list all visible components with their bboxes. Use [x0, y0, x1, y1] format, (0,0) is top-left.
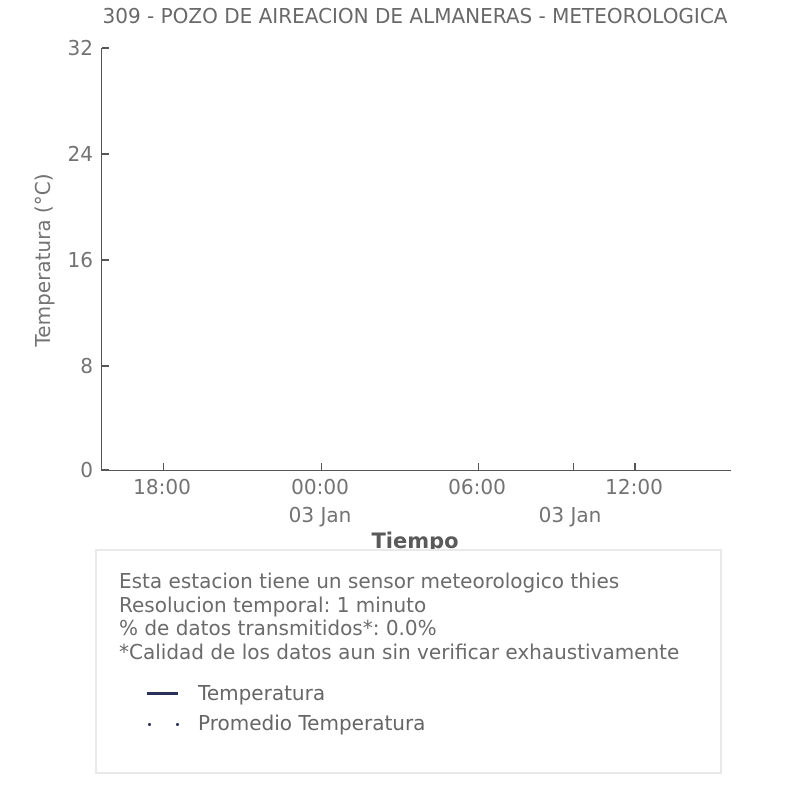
- x-tick-label-1800: 18:00: [133, 475, 191, 499]
- x-tick-label-1200: 12:00: [605, 475, 663, 499]
- x-date-label-1: 03 Jan: [288, 503, 352, 527]
- y-axis-title: Temperatura (°C): [31, 173, 55, 347]
- legend-sample-dotted-line: [148, 723, 151, 726]
- x-tick-mark-0000: [320, 463, 322, 470]
- y-tick-label-32: 32: [67, 36, 93, 60]
- x-tick-mark-1200: [634, 463, 636, 470]
- x-tick-mark-1800: [162, 463, 164, 470]
- x-tick-mark-day: [572, 463, 574, 470]
- y-tick-mark-8: [102, 365, 109, 367]
- y-tick-mark-32: [102, 47, 109, 49]
- plot-area: [101, 47, 731, 471]
- x-tick-label-0000: 00:00: [291, 475, 349, 499]
- legend-sample-solid-line: [147, 692, 178, 695]
- chart-title: 309 - POZO DE AIREACION DE ALMANERAS - M…: [102, 4, 728, 28]
- y-tick-mark-24: [102, 153, 109, 155]
- x-tick-label-0600: 06:00: [448, 475, 506, 499]
- note-sensor: Esta estacion tiene un sensor meteorolog…: [119, 569, 620, 593]
- y-tick-label-8: 8: [80, 354, 93, 378]
- y-tick-label-16: 16: [67, 248, 93, 272]
- legend-box: Esta estacion tiene un sensor meteorolog…: [95, 549, 722, 774]
- x-date-label-2: 03 Jan: [538, 503, 602, 527]
- note-quality: *Calidad de los datos aun sin verificar …: [119, 639, 680, 664]
- legend-notes: Esta estacion tiene un sensor meteorolog…: [119, 569, 680, 664]
- y-tick-label-0: 0: [80, 458, 93, 482]
- note-transmitted: % de datos transmitidos*: 0.0%: [119, 616, 437, 640]
- y-tick-mark-0: [102, 468, 109, 470]
- x-tick-mark-0600: [477, 463, 479, 470]
- legend-label-temperatura: Temperatura: [198, 681, 326, 705]
- note-resolution: Resolucion temporal: 1 minuto: [119, 592, 427, 617]
- y-tick-label-24: 24: [67, 142, 93, 166]
- legend-label-promedio-temperatura: Promedio Temperatura: [198, 711, 426, 735]
- legend-sample-dotted-line: [176, 723, 179, 726]
- y-tick-mark-16: [102, 259, 109, 261]
